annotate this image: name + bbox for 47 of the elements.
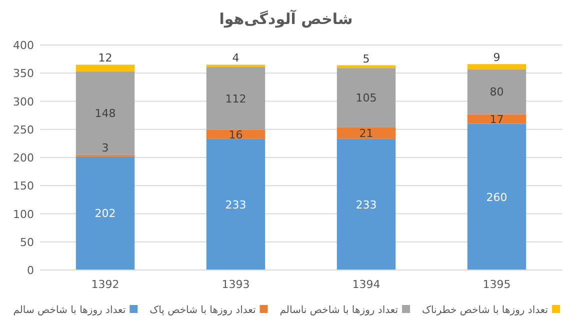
data-label: 9 [493, 51, 500, 64]
y-tick-label: 150 [13, 180, 34, 193]
data-label: 17 [490, 112, 504, 126]
y-tick-label: 50 [20, 236, 34, 249]
legend-label: تعداد روزها با شاخص خطرناک [422, 305, 548, 316]
y-tick-label: 0 [27, 264, 34, 277]
legend-label: تعداد روزها با شاخص پاک [150, 305, 256, 316]
data-label: 112 [225, 92, 246, 106]
data-label: 80 [490, 86, 504, 99]
data-label: 21 [359, 127, 374, 140]
x-tick-label: 1392 [91, 278, 120, 291]
title: شاخص آلودگی‌هوا [219, 10, 353, 28]
bar [206, 130, 266, 139]
y-tick-label: 250 [13, 123, 34, 136]
bar [76, 156, 135, 270]
y-tick-label: 400 [13, 39, 34, 52]
legend-label: تعداد روزها با شاخص سالم [13, 305, 126, 316]
bar [206, 66, 266, 130]
bar [336, 138, 396, 270]
data-label: 105 [356, 92, 377, 105]
data-label: 260 [486, 190, 508, 204]
bar [467, 69, 526, 114]
data-label: 5 [362, 52, 370, 66]
x-tick-label: 1394 [352, 278, 380, 291]
y-tick-label: 300 [13, 95, 34, 108]
bar [467, 64, 526, 70]
data-label: 233 [356, 198, 377, 212]
data-label: 233 [225, 198, 246, 212]
bar [336, 127, 396, 139]
bar [76, 71, 135, 155]
bar [336, 68, 396, 128]
bar [206, 138, 266, 270]
data-label: 148 [94, 107, 116, 120]
y-tick-label: 200 [13, 152, 34, 164]
data-label: 3 [102, 142, 109, 155]
data-label: 202 [94, 207, 116, 220]
data-label: 4 [232, 52, 240, 65]
bar [467, 124, 526, 270]
bar [76, 64, 135, 72]
x-tick-label: 1393 [222, 278, 250, 291]
y-tick-label: 350 [13, 67, 34, 80]
data-label: 12 [98, 52, 112, 65]
x-tick-label: 1395 [482, 278, 511, 291]
legend-label: تعداد روزها با شاخص ناسالم [280, 305, 398, 316]
data-label: 16 [228, 128, 243, 142]
y-tick-label: 100 [13, 208, 34, 221]
bar [467, 114, 526, 124]
